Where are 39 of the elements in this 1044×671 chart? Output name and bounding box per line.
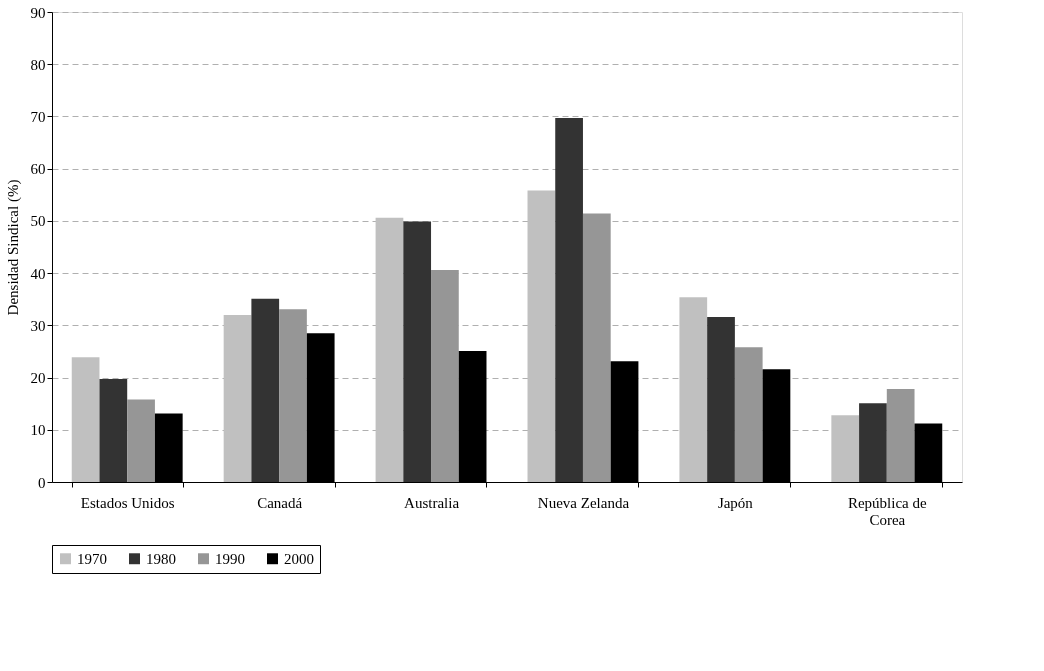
y-tick-label: 20 (30, 370, 46, 387)
bar (375, 217, 404, 482)
y-tick-label: 80 (30, 56, 46, 73)
bar (555, 118, 583, 482)
bar (99, 379, 128, 482)
bar (251, 298, 280, 482)
bar (127, 399, 155, 482)
bar (527, 190, 556, 482)
bar (279, 309, 307, 482)
y-tick-label: 10 (30, 422, 46, 439)
bar (403, 221, 432, 482)
bar (707, 316, 735, 482)
bar (71, 357, 100, 482)
y-tick-label: 50 (30, 213, 46, 230)
y-tick-label: 60 (30, 161, 46, 178)
x-tick-label: República de Corea (847, 494, 927, 528)
legend-label: 1970 (77, 550, 107, 567)
bar (431, 269, 459, 482)
legend-label: 1990 (215, 550, 245, 567)
legend-label: 1980 (146, 550, 176, 567)
y-axis-title: Densidad Sindical (%) (4, 179, 22, 316)
bar (223, 314, 252, 482)
bar (831, 415, 860, 482)
bar (679, 297, 708, 482)
x-tick-label: Estados Unidos (80, 494, 175, 511)
x-tick-label: Japón (717, 494, 754, 511)
x-tick-label: Nueva Zelanda (537, 494, 630, 511)
x-tick-label: Australia (404, 494, 460, 511)
bar (859, 403, 887, 482)
y-tick-label: 70 (30, 108, 46, 125)
bar (886, 389, 915, 482)
y-tick-label: 0 (38, 474, 46, 491)
bar (582, 213, 611, 482)
legend-label: 2000 (284, 550, 314, 567)
bar (734, 347, 763, 482)
x-tick-label: Canadá (257, 494, 303, 511)
y-tick-label: 30 (30, 317, 46, 334)
y-tick-label: 40 (30, 265, 46, 282)
y-tick-label: 90 (30, 4, 46, 21)
